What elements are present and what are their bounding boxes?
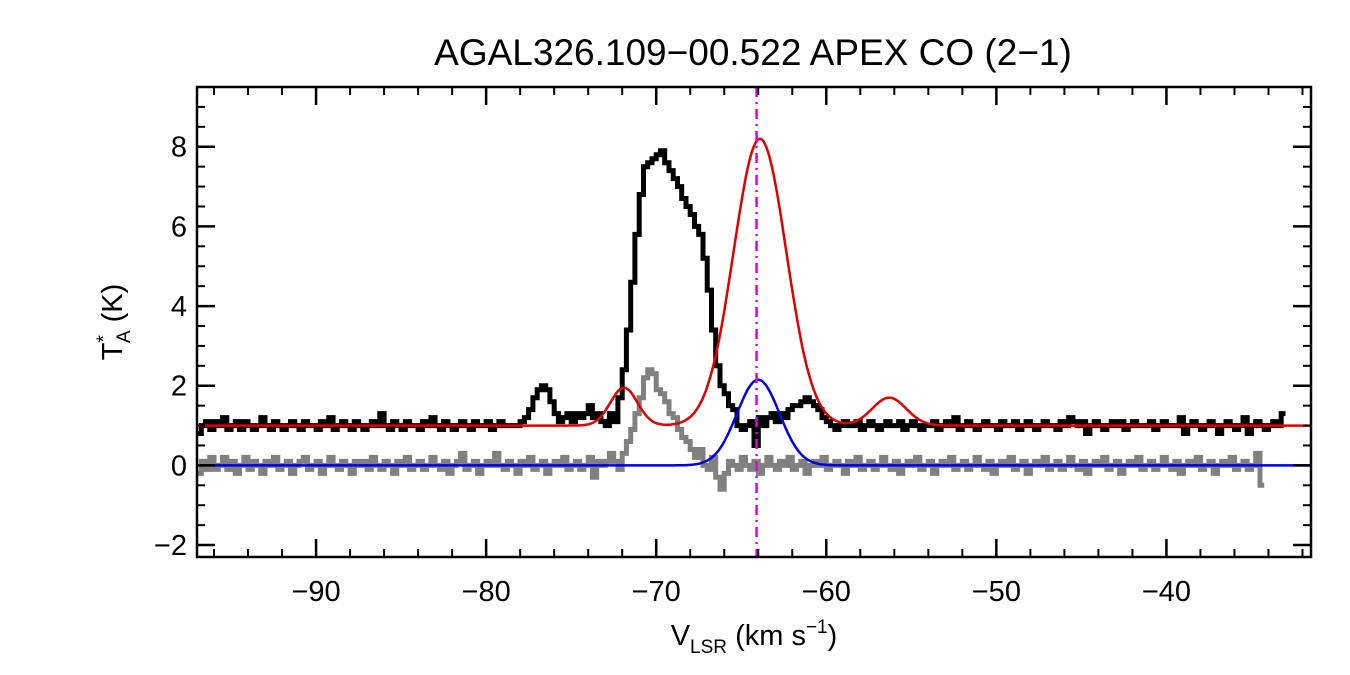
x-axis-label-sup: −1	[806, 617, 828, 638]
y-tick-label: 8	[171, 132, 187, 164]
chart-title: AGAL326.109−00.522 APEX CO (2−1)	[434, 32, 1072, 73]
x-tick-label: −70	[632, 576, 681, 608]
x-tick-label: −50	[972, 576, 1021, 608]
x-axis-label-units: (km s	[727, 620, 806, 652]
plot-frame	[195, 85, 1313, 559]
y-tick-label: −2	[154, 530, 187, 562]
gaussian-fit-3	[197, 378, 1311, 467]
x-tick-label: −40	[1142, 576, 1191, 608]
axis-ticks	[197, 86, 1311, 557]
y-axis-label-sup: *	[94, 335, 115, 343]
plot-area	[197, 87, 1311, 557]
x-axis-label-close: )	[828, 620, 838, 652]
y-tick-label: 0	[171, 450, 187, 482]
x-tick-labels: −90 −80 −70 −60 −50 −40	[291, 576, 1191, 608]
x-tick-label: −90	[291, 576, 340, 608]
y-axis-label: T*A (K)	[94, 284, 135, 361]
x-tick-label: −60	[802, 576, 851, 608]
y-tick-label: 2	[171, 371, 187, 403]
y-axis-label-main: T	[97, 342, 129, 360]
y-tick-labels: −2 0 2 4 6 8	[154, 132, 187, 562]
spectrum-series-1	[197, 367, 1265, 492]
y-tick-label: 4	[171, 291, 187, 323]
series-layer	[197, 137, 1311, 492]
x-axis-label-sub: LSR	[690, 637, 727, 658]
x-axis-label-main: V	[671, 620, 691, 652]
x-axis-label: VLSR (km s−1)	[671, 617, 838, 658]
x-tick-label: −80	[462, 576, 511, 608]
y-axis-label-units: (K)	[97, 284, 129, 331]
y-tick-label: 6	[171, 211, 187, 243]
gaussian-fit-2	[197, 137, 1311, 427]
y-axis-label-sub: A	[114, 330, 135, 343]
